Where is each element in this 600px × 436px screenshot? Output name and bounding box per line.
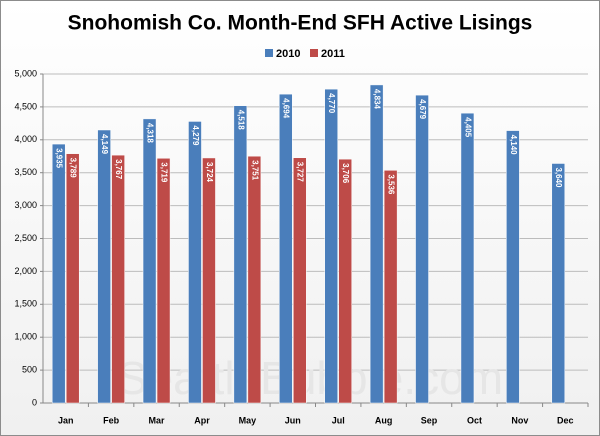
bar: [551, 163, 566, 404]
bar: [202, 157, 216, 404]
x-tick-label: Jun: [285, 415, 301, 425]
bar: [156, 158, 171, 404]
y-tick-label: 2,000: [14, 266, 37, 276]
x-tick-label: Nov: [511, 415, 528, 425]
value-label: 4,318: [145, 123, 154, 144]
value-label: 4,694: [282, 98, 291, 119]
value-label: 3,789: [69, 158, 78, 179]
x-tick-label: Jan: [58, 415, 74, 425]
value-label: 3,640: [554, 167, 563, 188]
bar: [338, 158, 352, 404]
value-label: 3,536: [387, 174, 396, 195]
legend-swatch: [265, 49, 273, 57]
legend-swatch: [310, 49, 318, 57]
x-tick-label: Aug: [375, 415, 393, 425]
value-label: 3,706: [341, 163, 350, 184]
bar: [415, 94, 429, 404]
bar: [369, 84, 384, 404]
y-tick-label: 500: [22, 364, 37, 374]
y-tick-label: 4,500: [14, 101, 37, 111]
bar: [460, 112, 475, 404]
x-tick-label: May: [239, 415, 257, 425]
legend-label: 2010: [276, 48, 300, 60]
value-label: 4,279: [191, 125, 200, 146]
value-label: 3,727: [296, 162, 305, 183]
x-tick-label: Apr: [194, 415, 210, 425]
legend-label: 2011: [321, 48, 345, 60]
value-label: 4,679: [418, 99, 427, 120]
x-tick-label: Dec: [557, 415, 574, 425]
y-tick-label: 2,500: [14, 233, 37, 243]
value-label: 3,767: [114, 159, 123, 180]
bar: [279, 93, 293, 404]
bar: [324, 88, 338, 404]
bar: [383, 170, 398, 404]
bar: [247, 155, 262, 404]
y-tick-label: 4,000: [14, 134, 37, 144]
x-tick-label: Mar: [149, 415, 166, 425]
y-tick-label: 3,500: [14, 167, 37, 177]
y-tick-label: 3,000: [14, 200, 37, 210]
value-label: 4,770: [327, 93, 336, 114]
bar: [51, 143, 66, 404]
bar: [293, 157, 307, 404]
y-tick-label: 1,000: [14, 332, 37, 342]
y-tick-label: 5,000: [14, 68, 37, 78]
value-label: 3,751: [250, 160, 259, 181]
chart-title: Snohomish Co. Month-End SFH Active Lisin…: [68, 12, 533, 35]
bar: [233, 105, 248, 404]
x-tick-label: Jul: [332, 415, 345, 425]
value-label: 4,405: [463, 117, 472, 138]
value-label: 4,149: [100, 134, 109, 155]
y-tick-label: 1,500: [14, 299, 37, 309]
y-tick-label: 0: [32, 397, 37, 407]
value-label: 3,935: [55, 148, 64, 169]
value-label: 4,518: [236, 110, 245, 131]
bar: [142, 118, 157, 404]
value-label: 4,834: [373, 89, 382, 110]
bar: [97, 129, 111, 404]
bar: [188, 121, 202, 404]
bar: [65, 153, 80, 404]
x-tick-label: Sep: [421, 415, 438, 425]
bar: [111, 154, 125, 404]
value-label: 3,724: [205, 162, 214, 183]
x-tick-label: Feb: [103, 415, 120, 425]
bar: [506, 130, 520, 404]
watermark: SeattleBubble.com: [117, 352, 503, 404]
value-label: 3,719: [159, 162, 168, 183]
x-tick-label: Oct: [467, 415, 482, 425]
value-label: 4,140: [509, 135, 518, 156]
